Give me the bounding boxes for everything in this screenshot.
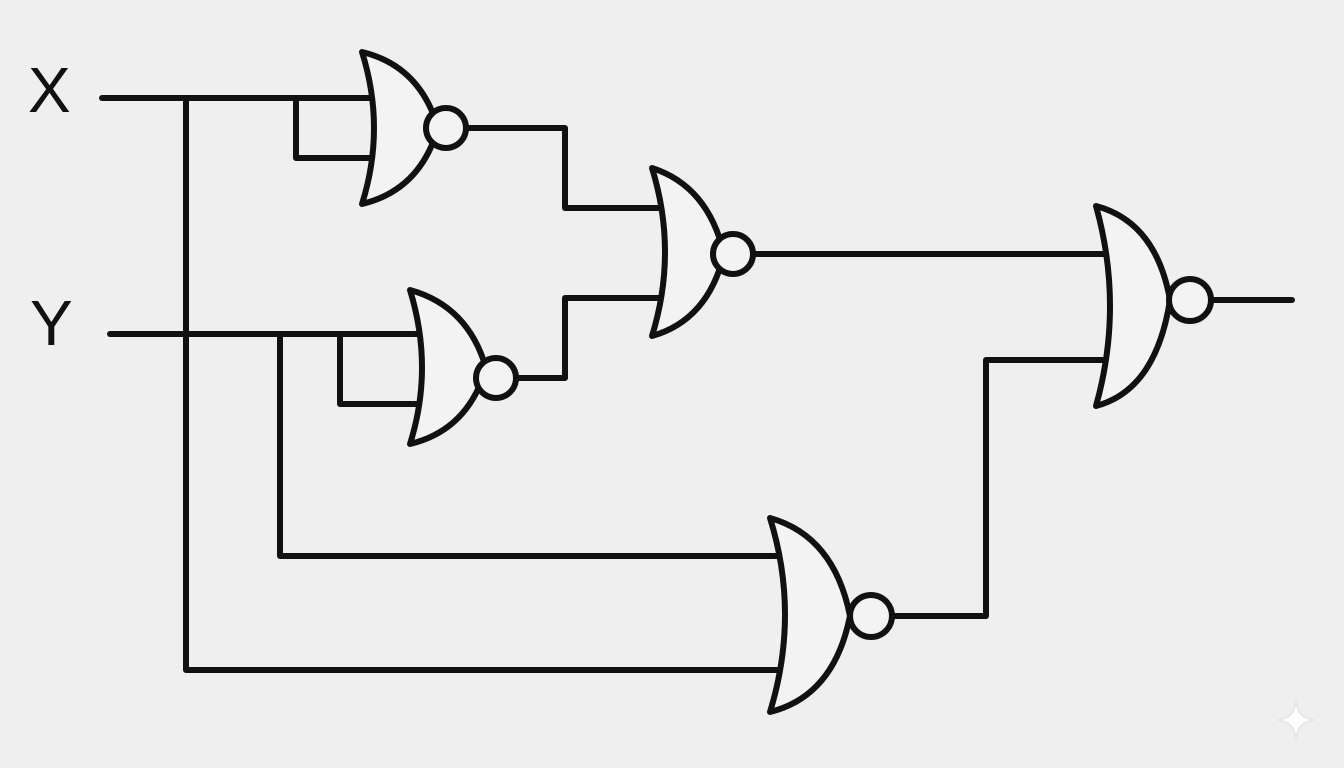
sparkle-icon bbox=[1277, 701, 1315, 739]
nor-gate-1-bubble bbox=[423, 105, 469, 151]
nor-gate-2-bubble bbox=[473, 355, 519, 401]
nor-gate-1-body bbox=[359, 49, 441, 207]
input-label-y: Y bbox=[30, 287, 73, 359]
wire-y-to-gate4 bbox=[277, 331, 793, 559]
nor-gate-1 bbox=[359, 49, 469, 207]
wire-x-loop bbox=[293, 95, 381, 161]
nor-gate-4-body bbox=[767, 515, 853, 715]
nor-gate-2 bbox=[407, 287, 519, 447]
nor-gate-5-bubble bbox=[1166, 276, 1214, 324]
nor-gate-5-body bbox=[1093, 203, 1173, 409]
wire-x-to-gate4 bbox=[183, 95, 793, 673]
input-label-x: X bbox=[28, 54, 71, 126]
nor-gate-4 bbox=[767, 515, 895, 715]
wire-g4-to-g5 bbox=[889, 357, 1119, 619]
nor-gate-4-bubble bbox=[847, 592, 895, 640]
nor-gate-5 bbox=[1093, 203, 1214, 409]
wire-y-loop bbox=[337, 331, 431, 407]
wire-x bbox=[99, 95, 793, 673]
wire-g1-to-g3 bbox=[465, 125, 667, 211]
wire-y bbox=[107, 331, 793, 559]
nor-gate-2-body bbox=[407, 287, 489, 447]
nor-gate-3-body bbox=[649, 165, 727, 339]
nor-gate-3-bubble bbox=[710, 231, 756, 277]
nor-gate-3 bbox=[649, 165, 756, 339]
wire-g2-to-g3 bbox=[513, 295, 667, 381]
